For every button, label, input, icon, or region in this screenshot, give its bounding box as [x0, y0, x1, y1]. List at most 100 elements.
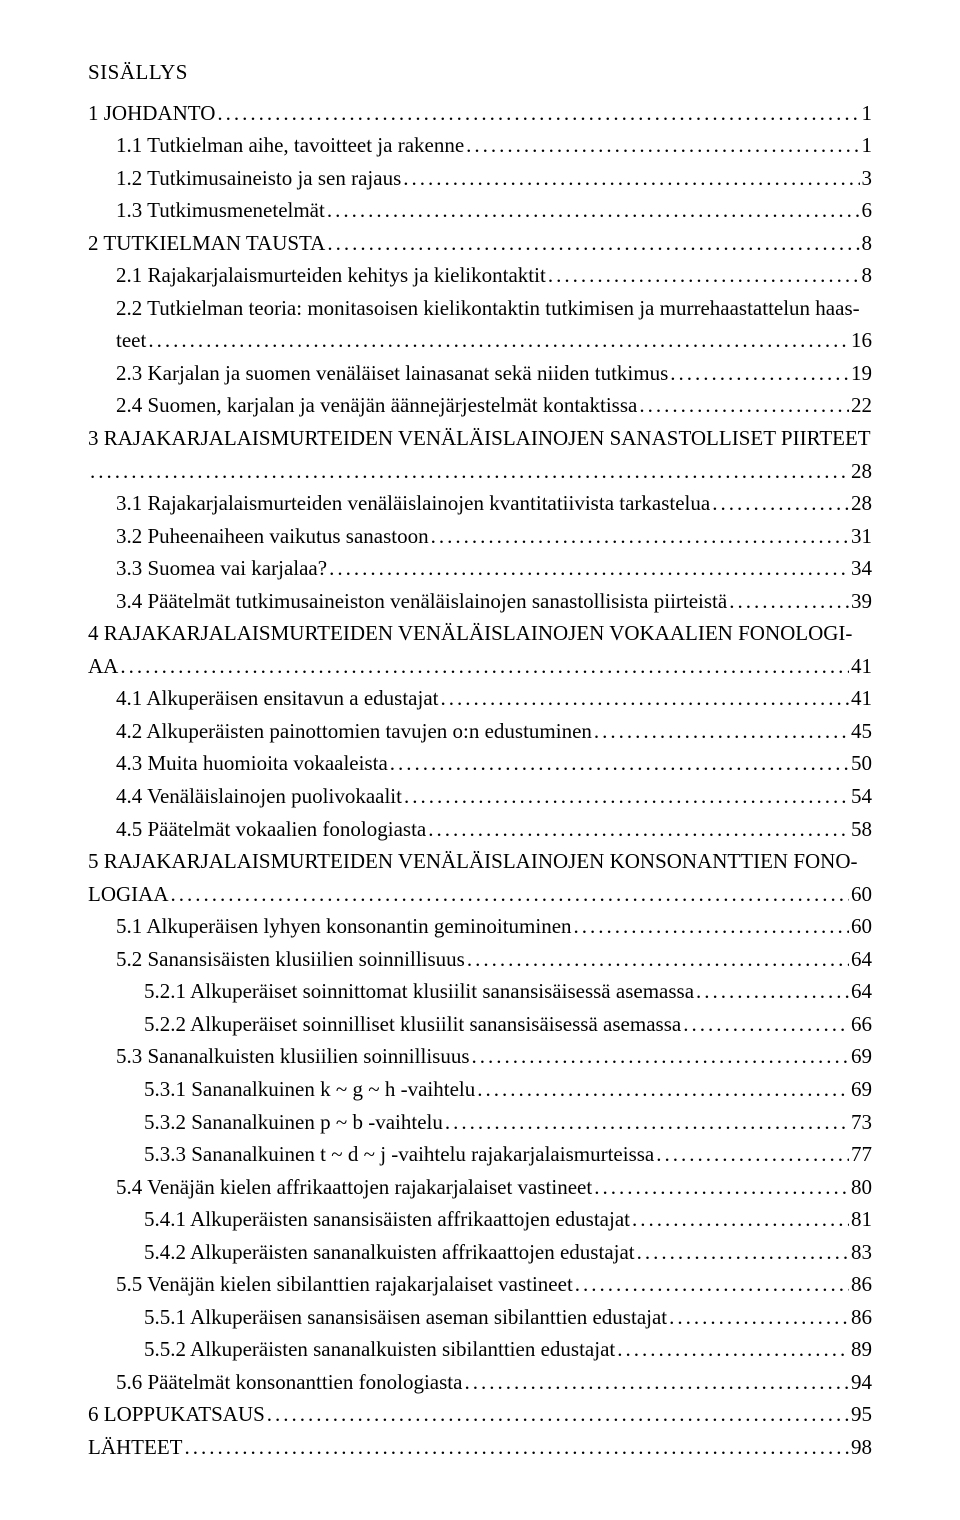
toc-entry: 5.5.1 Alkuperäisen sanansisäisen aseman …	[88, 1301, 872, 1334]
toc-entry-label: 5.2 Sanansisäisten klusiilien soinnillis…	[116, 943, 465, 976]
toc-entry-page: 69	[851, 1040, 872, 1073]
toc-entry-page: 83	[851, 1236, 872, 1269]
toc-entry-label: 5.3.2 Sananalkuinen p ~ b -vaihtelu	[144, 1106, 443, 1139]
toc-entry-label: 2.3 Karjalan ja suomen venäläiset lainas…	[116, 357, 668, 390]
toc-entry-label: AA	[88, 650, 118, 683]
toc-entry-label: 4 RAJAKARJALAISMURTEIDEN VENÄLÄISLAINOJE…	[88, 617, 852, 650]
toc-entry-label: LÄHTEET	[88, 1431, 182, 1464]
toc-entry-leader	[472, 1040, 850, 1073]
toc-entry-page: 19	[851, 357, 872, 390]
toc-entry-leader	[466, 129, 859, 162]
toc-entry: 5.3.3 Sananalkuinen t ~ d ~ j -vaihtelu …	[88, 1138, 872, 1171]
toc-entry-leader	[670, 357, 849, 390]
toc-entry: 5.2.1 Alkuperäiset soinnittomat klusiili…	[88, 975, 872, 1008]
toc-entry-label: 1.3 Tutkimusmenetelmät	[116, 194, 325, 227]
toc-entry-leader	[428, 813, 849, 846]
toc-entry-label: LOGIAA	[88, 878, 168, 911]
toc-entry-label: 4.5 Päätelmät vokaalien fonologiasta	[116, 813, 426, 846]
toc-entry-label: 5.1 Alkuperäisen lyhyen konsonantin gemi…	[116, 910, 572, 943]
toc-entry-page: 81	[851, 1203, 872, 1236]
toc-entry: 2 TUTKIELMAN TAUSTA8	[88, 227, 872, 260]
toc-entry-label: 1 JOHDANTO	[88, 97, 215, 130]
toc-entry-leader	[403, 162, 859, 195]
page: SISÄLLYS 1 JOHDANTO11.1 Tutkielman aihe,…	[0, 0, 960, 1520]
toc-entry: 3 RAJAKARJALAISMURTEIDEN VENÄLÄISLAINOJE…	[88, 422, 872, 455]
toc-entry-label: 2.1 Rajakarjalaismurteiden kehitys ja ki…	[116, 259, 546, 292]
toc-entry: 28	[88, 455, 872, 488]
toc-entry: 5 RAJAKARJALAISMURTEIDEN VENÄLÄISLAINOJE…	[88, 845, 872, 878]
toc-entry-page: 89	[851, 1333, 872, 1366]
toc-entry-label: 5.3 Sananalkuisten klusiilien soinnillis…	[116, 1040, 470, 1073]
toc-entry-leader	[148, 324, 849, 357]
toc-entry-label: 5.5 Venäjän kielen sibilanttien rajakarj…	[116, 1268, 573, 1301]
toc-entry: 4.4 Venäläislainojen puolivokaalit 54	[88, 780, 872, 813]
toc-entry-label: 5.3.3 Sananalkuinen t ~ d ~ j -vaihtelu …	[144, 1138, 654, 1171]
toc-entry-label: 5.4.1 Alkuperäisten sanansisäisten affri…	[144, 1203, 630, 1236]
toc-entry-page: 41	[851, 650, 872, 683]
toc-entry: 5.3 Sananalkuisten klusiilien soinnillis…	[88, 1040, 872, 1073]
toc-entry-label: 5.2.2 Alkuperäiset soinnilliset klusiili…	[144, 1008, 681, 1041]
toc-entry-leader	[120, 650, 849, 683]
toc-entry-leader	[431, 520, 849, 553]
toc-entry-label: 2 TUTKIELMAN TAUSTA	[88, 227, 325, 260]
toc-entry: 2.1 Rajakarjalaismurteiden kehitys ja ki…	[88, 259, 872, 292]
toc-entry-label: 3 RAJAKARJALAISMURTEIDEN VENÄLÄISLAINOJE…	[88, 422, 871, 455]
toc-entry: 5.4 Venäjän kielen affrikaattojen rajaka…	[88, 1171, 872, 1204]
toc-entry-page: 54	[851, 780, 872, 813]
toc-entry-label: 5.5.1 Alkuperäisen sanansisäisen aseman …	[144, 1301, 667, 1334]
toc-entry-page: 31	[851, 520, 872, 553]
toc-entry: 3.3 Suomea vai karjalaa?34	[88, 552, 872, 585]
toc-entry-label: 1.1 Tutkielman aihe, tavoitteet ja raken…	[116, 129, 464, 162]
toc-entry-leader	[594, 715, 849, 748]
toc-entry-page: 73	[851, 1106, 872, 1139]
toc-entry: 5.3.1 Sananalkuinen k ~ g ~ h -vaihtelu 6…	[88, 1073, 872, 1106]
toc-entry-leader	[712, 487, 849, 520]
toc-entry-page: 28	[851, 487, 872, 520]
toc-entry: AA 41	[88, 650, 872, 683]
toc-entry-label: 6 LOPPUKATSAUS	[88, 1398, 265, 1431]
toc-entry-leader	[404, 780, 849, 813]
toc-entry-page: 60	[851, 910, 872, 943]
toc-entry-label: 4.3 Muita huomioita vokaaleista	[116, 747, 388, 780]
toc-entry-leader	[696, 975, 849, 1008]
toc-entry: 2.4 Suomen, karjalan ja venäjän äännejär…	[88, 389, 872, 422]
toc-entry-page: 1	[862, 97, 873, 130]
toc-entry: 2.2 Tutkielman teoria: monitasoisen kiel…	[88, 292, 872, 325]
toc-entry: teet16	[88, 324, 872, 357]
toc-entry: 5.6 Päätelmät konsonanttien fonologiasta…	[88, 1366, 872, 1399]
toc-entry-leader	[656, 1138, 849, 1171]
toc-entry-page: 34	[851, 552, 872, 585]
toc-entry-page: 39	[851, 585, 872, 618]
toc-entry-leader	[574, 910, 849, 943]
toc-entry: 3.1 Rajakarjalaismurteiden venäläislaino…	[88, 487, 872, 520]
toc-entry-page: 64	[851, 975, 872, 1008]
toc-entry-page: 28	[851, 455, 872, 488]
toc-entry-label: teet	[116, 324, 146, 357]
toc-entry-leader	[575, 1268, 849, 1301]
toc-entry: 5.5.2 Alkuperäisten sananalkuisten sibil…	[88, 1333, 872, 1366]
toc-entry: 4.2 Alkuperäisten painottomien tavujen o…	[88, 715, 872, 748]
toc-entry-leader	[329, 552, 849, 585]
toc-entry: 1 JOHDANTO 1	[88, 97, 872, 130]
toc-entry-label: 3.4 Päätelmät tutkimusaineiston venäläis…	[116, 585, 727, 618]
toc-entry: 5.4.2 Alkuperäisten sananalkuisten affri…	[88, 1236, 872, 1269]
toc-entry-leader	[90, 455, 849, 488]
toc-entry-label: 4.4 Venäläislainojen puolivokaalit	[116, 780, 402, 813]
toc-entry: 5.1 Alkuperäisen lyhyen konsonantin gemi…	[88, 910, 872, 943]
toc-entry: 3.2 Puheenaiheen vaikutus sanastoon31	[88, 520, 872, 553]
toc-entry-page: 64	[851, 943, 872, 976]
toc-entry-page: 6	[862, 194, 873, 227]
toc-entry-page: 8	[862, 259, 873, 292]
toc-entry: 6 LOPPUKATSAUS95	[88, 1398, 872, 1431]
toc-entry-page: 22	[851, 389, 872, 422]
toc-entry-leader	[637, 1236, 849, 1269]
toc-entry: 4.5 Päätelmät vokaalien fonologiasta58	[88, 813, 872, 846]
toc-entry: 2.3 Karjalan ja suomen venäläiset lainas…	[88, 357, 872, 390]
toc-entry-leader	[327, 227, 859, 260]
toc-entry: 5.3.2 Sananalkuinen p ~ b -vaihtelu 73	[88, 1106, 872, 1139]
toc-entry-label: 5.3.1 Sananalkuinen k ~ g ~ h -vaihtelu	[144, 1073, 475, 1106]
toc-entry: 1.3 Tutkimusmenetelmät 6	[88, 194, 872, 227]
toc-entry-leader	[548, 259, 860, 292]
toc-entry-leader	[683, 1008, 849, 1041]
toc-entry-page: 69	[851, 1073, 872, 1106]
